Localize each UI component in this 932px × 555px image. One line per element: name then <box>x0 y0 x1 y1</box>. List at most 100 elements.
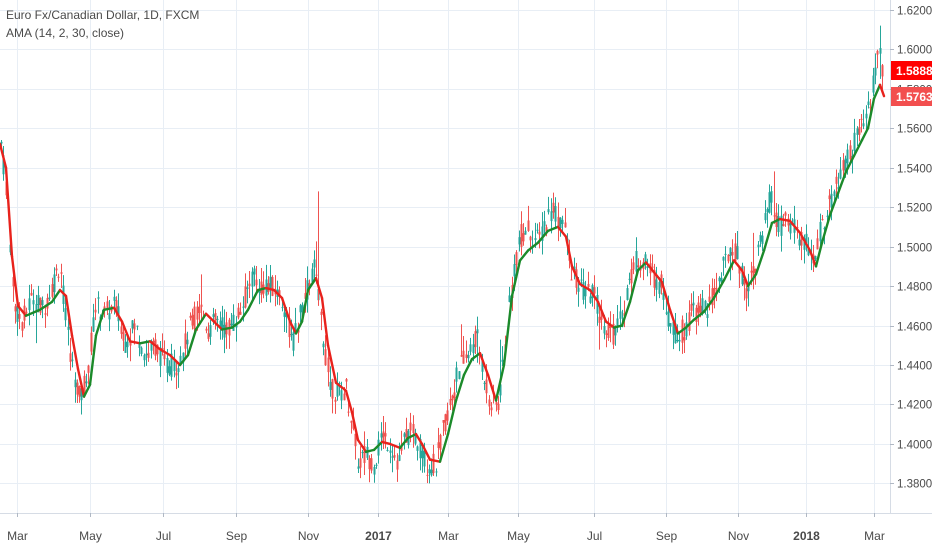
candle-body <box>874 67 877 76</box>
candle-body <box>481 359 484 372</box>
candle-body <box>655 279 658 290</box>
candle-body <box>520 224 523 247</box>
candle-body <box>384 433 387 437</box>
candle-body <box>361 452 364 454</box>
candle-body <box>828 195 831 200</box>
candle-body <box>212 314 215 317</box>
candle-body <box>423 449 426 467</box>
ama-segment <box>120 320 132 343</box>
candle-body <box>140 347 143 354</box>
candle-body <box>718 277 721 282</box>
x-tick-label: May <box>79 529 102 543</box>
ama-segment <box>798 231 812 252</box>
ama-segment <box>88 334 98 386</box>
x-tick-label: Jul <box>587 529 602 543</box>
x-tick-label: Mar <box>864 529 885 543</box>
ama-segment <box>820 213 832 244</box>
candle-body <box>184 333 187 349</box>
candle-body <box>219 320 222 328</box>
candle-body <box>658 282 661 294</box>
candle-body <box>472 344 475 354</box>
candle-body <box>403 433 406 437</box>
candle-body <box>106 301 109 310</box>
candle-body <box>637 265 640 268</box>
candle-body <box>764 213 767 221</box>
candle-body <box>152 340 155 343</box>
ama-segment <box>428 458 442 463</box>
ama-segment <box>652 271 664 284</box>
candle-body <box>67 326 70 330</box>
candle-body <box>129 341 132 346</box>
ama-segment <box>628 269 640 304</box>
candle-body <box>770 191 773 203</box>
candle-body <box>324 349 327 366</box>
ama-segment <box>692 310 706 321</box>
ama-segment <box>462 357 474 377</box>
candle-body <box>350 420 353 423</box>
y-tick-label: 1.40000 <box>897 440 932 452</box>
ama-segment <box>334 381 348 392</box>
candle-body <box>336 384 339 397</box>
candle-body <box>170 353 173 377</box>
ama-segment <box>0 142 8 169</box>
x-tick-label: Nov <box>298 529 319 543</box>
candle-body <box>78 386 81 397</box>
candle-body <box>122 332 125 341</box>
candle-body <box>357 466 360 469</box>
candle-body <box>421 450 424 459</box>
candle-body <box>773 215 776 217</box>
ama-segment <box>860 127 870 142</box>
ama-segment <box>148 340 162 351</box>
candle-body <box>69 353 72 362</box>
candle-body <box>699 305 702 315</box>
candle-body <box>46 298 49 309</box>
candle-body <box>846 149 849 164</box>
candle-body <box>607 324 610 338</box>
ama-segment <box>212 320 224 331</box>
ama-segment <box>326 344 338 384</box>
candle-body <box>145 353 148 356</box>
candle-body <box>32 300 35 305</box>
candle-body <box>823 227 826 230</box>
ama-segment <box>398 436 410 450</box>
candle-body <box>177 368 180 373</box>
y-tick-label: 1.54000 <box>897 164 932 176</box>
ama-segment <box>556 225 568 238</box>
ama-segment <box>320 296 330 347</box>
candle-body <box>380 433 383 438</box>
ama-segment <box>420 442 432 461</box>
candle-body <box>662 292 665 300</box>
candle-body <box>193 306 196 330</box>
candle-body <box>798 239 801 246</box>
candle-body <box>338 382 341 384</box>
ama-segment <box>852 138 864 158</box>
candle-body <box>419 439 422 459</box>
candle-body <box>559 217 562 229</box>
candle-body <box>644 254 647 266</box>
candle-body <box>391 456 394 458</box>
candle-body <box>690 304 693 311</box>
candle-body <box>439 434 442 450</box>
candle-body <box>251 271 254 287</box>
candle-body <box>536 229 539 231</box>
candle-body <box>329 381 332 390</box>
ama-segment <box>204 312 216 323</box>
candle-body <box>352 422 355 429</box>
candle-body <box>545 227 548 234</box>
candle-body <box>412 424 415 434</box>
candle-body <box>821 219 824 221</box>
candle-body <box>582 282 585 300</box>
candle-body <box>619 311 622 319</box>
candle-body <box>71 359 74 361</box>
ama-segment <box>470 351 482 361</box>
ama-segment <box>364 448 376 454</box>
candle-body <box>469 344 472 352</box>
candle-body <box>430 469 433 476</box>
candle-body <box>253 268 256 275</box>
candle-body <box>557 216 560 227</box>
ama-segment <box>644 261 656 274</box>
candle-body <box>416 446 419 451</box>
candle-body <box>60 272 63 274</box>
ama-segment <box>10 255 20 308</box>
